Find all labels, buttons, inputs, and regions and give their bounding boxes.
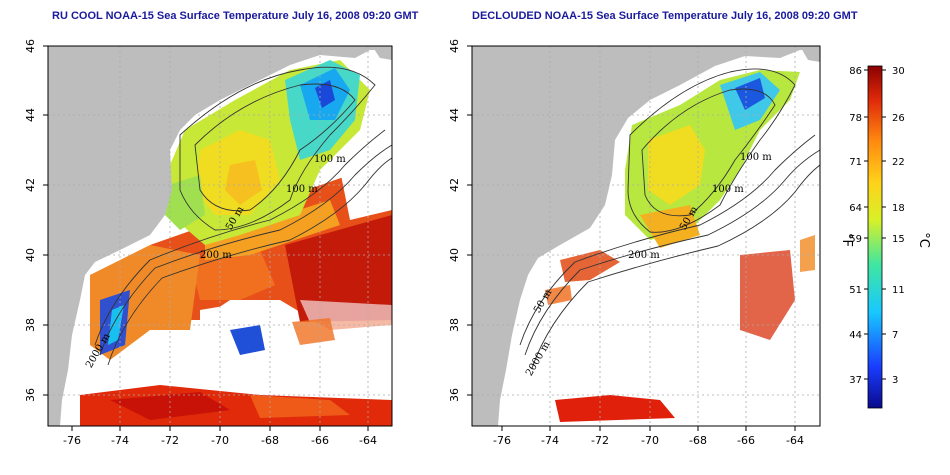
- right-map-frame: [471, 45, 821, 427]
- lon-tick-label: -70: [641, 434, 659, 447]
- lat-tick-label: 36: [448, 388, 461, 402]
- fahrenheit-tick-label: 78: [849, 113, 862, 124]
- colorbar-unit-celsius: °C: [916, 232, 931, 248]
- lon-tick-label: -76: [63, 434, 81, 447]
- celsius-tick-label: 11: [892, 285, 905, 296]
- fahrenheit-tick-label: 86: [849, 66, 862, 77]
- lat-tick-label: 42: [24, 178, 37, 192]
- fahrenheit-tick-label: 37: [849, 375, 862, 386]
- lon-tick-label: -74: [541, 434, 559, 447]
- lat-tick-label: 40: [448, 248, 461, 262]
- fahrenheit-tick-label: 64: [849, 203, 862, 214]
- celsius-tick-label: 15: [892, 234, 905, 245]
- lat-tick-label: 40: [24, 248, 37, 262]
- lat-tick-label: 36: [24, 388, 37, 402]
- celsius-tick-label: 26: [892, 113, 905, 124]
- left-map-title: RU COOL NOAA-15 Sea Surface Temperature …: [52, 10, 419, 22]
- lon-tick-label: -76: [493, 434, 511, 447]
- celsius-tick-label: 3: [892, 375, 898, 386]
- lon-tick-label: -64: [786, 434, 804, 447]
- lat-tick-label: 38: [24, 318, 37, 332]
- left-land: [48, 46, 392, 426]
- fahrenheit-tick-label: 71: [849, 157, 862, 168]
- colorbar-gradient: [867, 65, 883, 409]
- right-contour-label: 100 m: [712, 184, 744, 195]
- right-graticule: [472, 46, 820, 426]
- axis-ticks: -76 -74 -72 -70 -68 -66 -64 46 44 42 40 38 36 -76 -74 -…: [24, 39, 804, 447]
- colorbar-unit-fahrenheit: °F: [839, 233, 854, 247]
- right-land: [472, 46, 820, 426]
- colorbar: 86 78 71 64 59 51 44 37 30 26 22 18 15 11 7 3 °F °C: [839, 65, 931, 409]
- lat-tick-label: 42: [448, 178, 461, 192]
- lat-tick-label: 46: [24, 39, 37, 53]
- colorbar-ticks: 86 78 71 64 59 51 44 37 30 26 22 18 15 11 7 3: [849, 66, 904, 386]
- lon-tick-label: -72: [161, 434, 179, 447]
- fahrenheit-tick-label: 44: [849, 330, 862, 341]
- fahrenheit-tick-label: 59: [849, 234, 862, 245]
- left-contour-label: 100 m: [314, 154, 346, 165]
- celsius-tick-label: 22: [892, 157, 905, 168]
- right-map-title: DECLOUDED NOAA-15 Sea Surface Temperatur…: [472, 10, 858, 22]
- left-bathymetry-contours: [94, 66, 392, 366]
- lon-tick-label: -74: [111, 434, 129, 447]
- left-map: 100 m 100 m 50 m 200 m 2000 m: [47, 45, 393, 427]
- left-graticule: [48, 46, 392, 426]
- left-contour-label: 100 m: [286, 184, 318, 195]
- left-contour-label: 200 m: [200, 250, 232, 261]
- celsius-tick-label: 7: [892, 330, 898, 341]
- right-bathymetry-contours: [519, 68, 820, 369]
- lon-tick-label: -64: [359, 434, 377, 447]
- lon-tick-label: -72: [591, 434, 609, 447]
- lon-tick-label: -68: [261, 434, 279, 447]
- fahrenheit-tick-label: 51: [849, 285, 862, 296]
- lon-tick-label: -66: [311, 434, 329, 447]
- lon-tick-label: -70: [211, 434, 229, 447]
- lat-tick-label: 38: [448, 318, 461, 332]
- celsius-tick-label: 30: [892, 66, 905, 77]
- lat-tick-label: 44: [24, 108, 37, 122]
- right-map: 100 m 100 m 50 m 200 m 50 m 2000 m: [471, 45, 821, 427]
- lat-tick-label: 46: [448, 39, 461, 53]
- celsius-tick-label: 18: [892, 203, 905, 214]
- lon-tick-label: -66: [737, 434, 755, 447]
- right-contour-label: 100 m: [740, 152, 772, 163]
- lat-tick-label: 44: [448, 108, 461, 122]
- lon-tick-label: -68: [689, 434, 707, 447]
- right-contour-label: 200 m: [628, 250, 660, 261]
